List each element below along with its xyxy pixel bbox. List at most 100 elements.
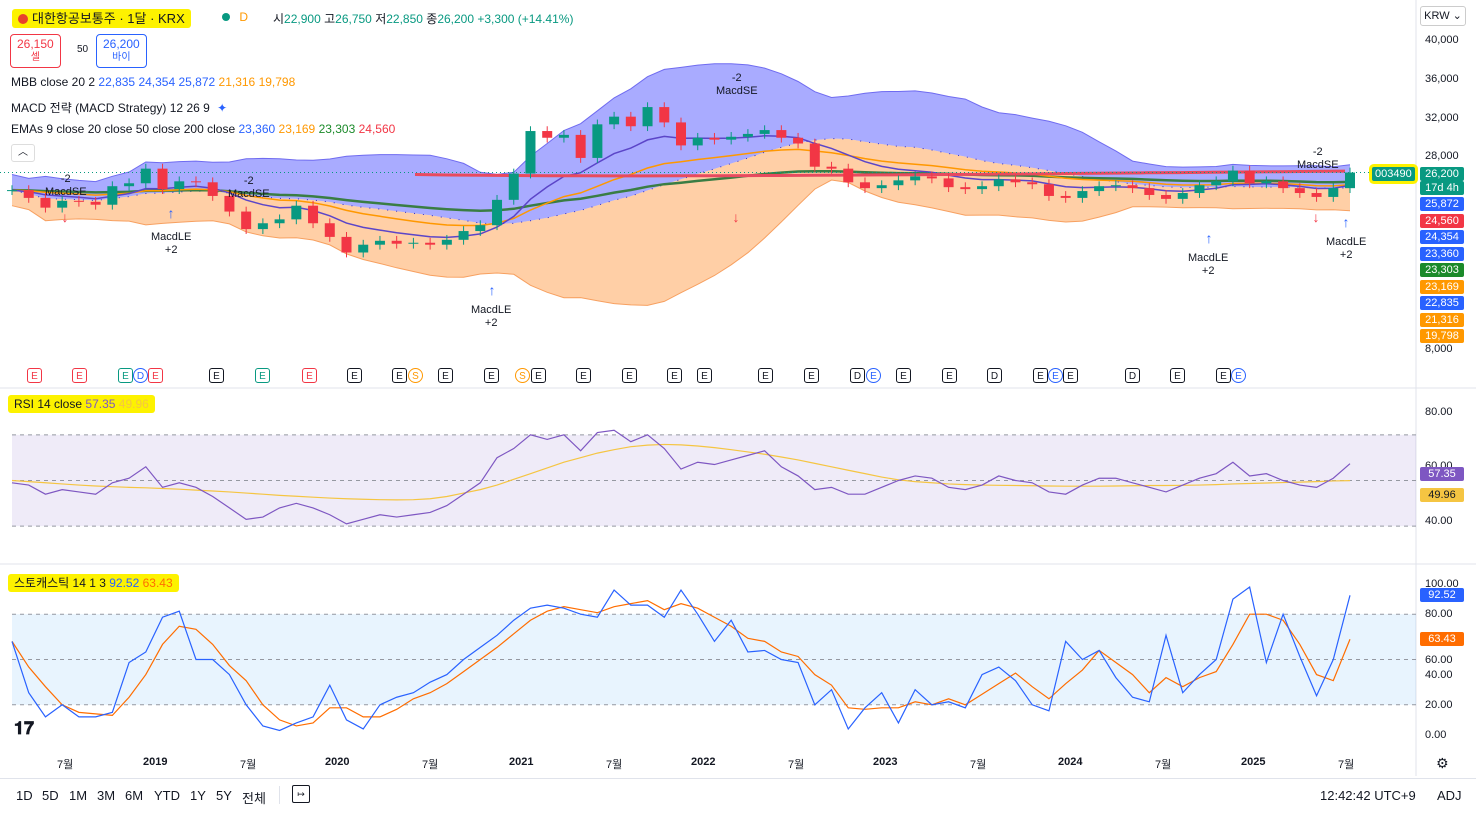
sparkle-icon[interactable]: ✦ xyxy=(217,101,228,115)
collapse-legend-button[interactable]: ︿ xyxy=(11,144,35,162)
time-axis-label: 2024 xyxy=(1058,756,1083,768)
candle-body xyxy=(542,131,553,138)
earnings-event-icon[interactable]: E xyxy=(896,368,911,383)
earnings-event-icon[interactable]: S xyxy=(408,368,423,383)
time-axis-label: 2023 xyxy=(873,756,898,768)
rsi-line xyxy=(11,429,1351,525)
earnings-event-icon[interactable]: E xyxy=(1216,368,1231,383)
time-axis-label: 7월 xyxy=(606,759,623,771)
toolbar-separator xyxy=(279,786,280,804)
range-button-ytd[interactable]: YTD xyxy=(154,788,180,803)
signal-label-long: MacdLE +2 xyxy=(471,304,512,329)
short-signal-arrow-icon: ↓ xyxy=(1313,209,1320,225)
candle-body xyxy=(1127,185,1138,189)
emas-legend[interactable]: EMAs 9 close 20 close 50 close 200 close… xyxy=(11,122,396,136)
earnings-event-icon[interactable]: E xyxy=(531,368,546,383)
signal-label-short: -2 MacdSE xyxy=(1297,146,1339,171)
calendar-range-icon[interactable]: ↦ xyxy=(292,785,310,803)
earnings-event-icon[interactable]: E xyxy=(27,368,42,383)
time-axis-label: 2025 xyxy=(1241,756,1266,768)
range-button-1d[interactable]: 1D xyxy=(16,788,33,803)
ema20-line xyxy=(11,148,1351,227)
adj-toggle[interactable]: ADJ xyxy=(1437,788,1462,803)
earnings-event-icon[interactable]: E xyxy=(576,368,591,383)
range-button-6m[interactable]: 6M xyxy=(125,788,144,803)
earnings-event-icon[interactable]: E xyxy=(866,368,881,383)
macd-legend[interactable]: MACD 전략 (MACD Strategy) 12 26 9 ✦ xyxy=(11,101,228,115)
clock: 12:42:42 UTC+9 xyxy=(1320,788,1416,803)
earnings-event-icon[interactable]: E xyxy=(1170,368,1185,383)
stoch-k-line xyxy=(11,585,1351,732)
rsi-axis-label: 80.00 xyxy=(1425,406,1453,418)
earnings-event-icon[interactable]: E xyxy=(667,368,682,383)
earnings-event-icon[interactable]: E xyxy=(148,368,163,383)
candle-body xyxy=(759,130,770,134)
earnings-event-icon[interactable]: E xyxy=(392,368,407,383)
candle-body xyxy=(709,137,720,140)
short-signal-arrow-icon: ↓ xyxy=(245,209,252,225)
time-axis-label: 7월 xyxy=(57,759,74,771)
earnings-event-icon[interactable]: E xyxy=(484,368,499,383)
long-signal-arrow-icon: ↑ xyxy=(489,282,496,298)
short-signal-arrow-icon: ↓ xyxy=(733,209,740,225)
buy-button[interactable]: 26,200 바이 xyxy=(96,34,147,68)
price-tag: 26,200 xyxy=(1420,167,1464,181)
range-button-1m[interactable]: 1M xyxy=(69,788,88,803)
earnings-event-icon[interactable]: E xyxy=(942,368,957,383)
settings-gear-icon[interactable]: ⚙ xyxy=(1436,755,1449,771)
earnings-event-icon[interactable]: E xyxy=(255,368,270,383)
earnings-event-icon[interactable]: E xyxy=(622,368,637,383)
ema50-line xyxy=(11,169,1351,212)
currency-select[interactable]: KRW ⌄ xyxy=(1420,6,1466,26)
earnings-event-icon[interactable]: E xyxy=(758,368,773,383)
stoch-axis-label: 100.00 xyxy=(1425,578,1459,590)
earnings-event-icon[interactable]: E xyxy=(1063,368,1078,383)
earnings-event-icon[interactable]: S xyxy=(515,368,530,383)
earnings-event-icon[interactable]: E xyxy=(697,368,712,383)
mbb-legend[interactable]: MBB close 20 2 22,835 24,354 25,872 21,3… xyxy=(11,75,296,89)
earnings-event-icon[interactable]: D xyxy=(133,368,148,383)
candle-body xyxy=(1227,170,1238,182)
bollinger-upper-line xyxy=(11,63,1351,183)
range-button-1y[interactable]: 1Y xyxy=(190,788,206,803)
candle-body xyxy=(609,116,620,125)
sell-button[interactable]: 26,150 셀 xyxy=(10,34,61,68)
candle-body xyxy=(876,185,887,189)
candle-body xyxy=(1043,184,1054,196)
earnings-event-icon[interactable]: D xyxy=(1125,368,1140,383)
market-status[interactable]: D xyxy=(222,10,248,24)
earnings-event-icon[interactable]: E xyxy=(302,368,317,383)
candle-body xyxy=(642,107,653,127)
range-button-전체[interactable]: 전체 xyxy=(242,791,266,806)
earnings-event-icon[interactable]: E xyxy=(72,368,87,383)
earnings-event-icon[interactable]: E xyxy=(118,368,133,383)
range-button-5y[interactable]: 5Y xyxy=(216,788,232,803)
earnings-event-icon[interactable]: E xyxy=(209,368,224,383)
chevron-up-icon: ︿ xyxy=(18,147,28,158)
earnings-event-icon[interactable]: E xyxy=(1033,368,1048,383)
time-axis-label: 7월 xyxy=(240,759,257,771)
range-button-5d[interactable]: 5D xyxy=(42,788,59,803)
earnings-event-icon[interactable]: E xyxy=(804,368,819,383)
earnings-event-icon[interactable]: E xyxy=(347,368,362,383)
rsi-axis-label: 40.00 xyxy=(1425,515,1453,527)
earnings-event-icon[interactable]: E xyxy=(438,368,453,383)
candle-body xyxy=(1278,181,1289,189)
stoch-legend[interactable]: 스토캐스틱 14 1 3 92.52 63.43 xyxy=(8,574,179,592)
range-button-3m[interactable]: 3M xyxy=(97,788,116,803)
rsi-value-tag: 57.35 xyxy=(1420,467,1464,481)
earnings-event-icon[interactable]: D xyxy=(850,368,865,383)
symbol-title[interactable]: 대한항공보통주 · 1달 · KRX xyxy=(12,8,191,28)
price-tag: 25,872 xyxy=(1420,197,1464,211)
rsi-legend[interactable]: RSI 14 close 57.35 49.96 xyxy=(8,395,155,413)
signal-label-short: -2 MacdSE xyxy=(716,72,758,97)
signal-label-long: MacdLE +2 xyxy=(1188,252,1229,277)
earnings-event-icon[interactable]: E xyxy=(1048,368,1063,383)
earnings-event-icon[interactable]: E xyxy=(1231,368,1246,383)
price-tag: 21,316 xyxy=(1420,313,1464,327)
time-axis-label: 2021 xyxy=(509,756,534,768)
candle-body xyxy=(391,240,402,244)
earnings-event-icon[interactable]: D xyxy=(987,368,1002,383)
candle-body xyxy=(492,199,503,226)
